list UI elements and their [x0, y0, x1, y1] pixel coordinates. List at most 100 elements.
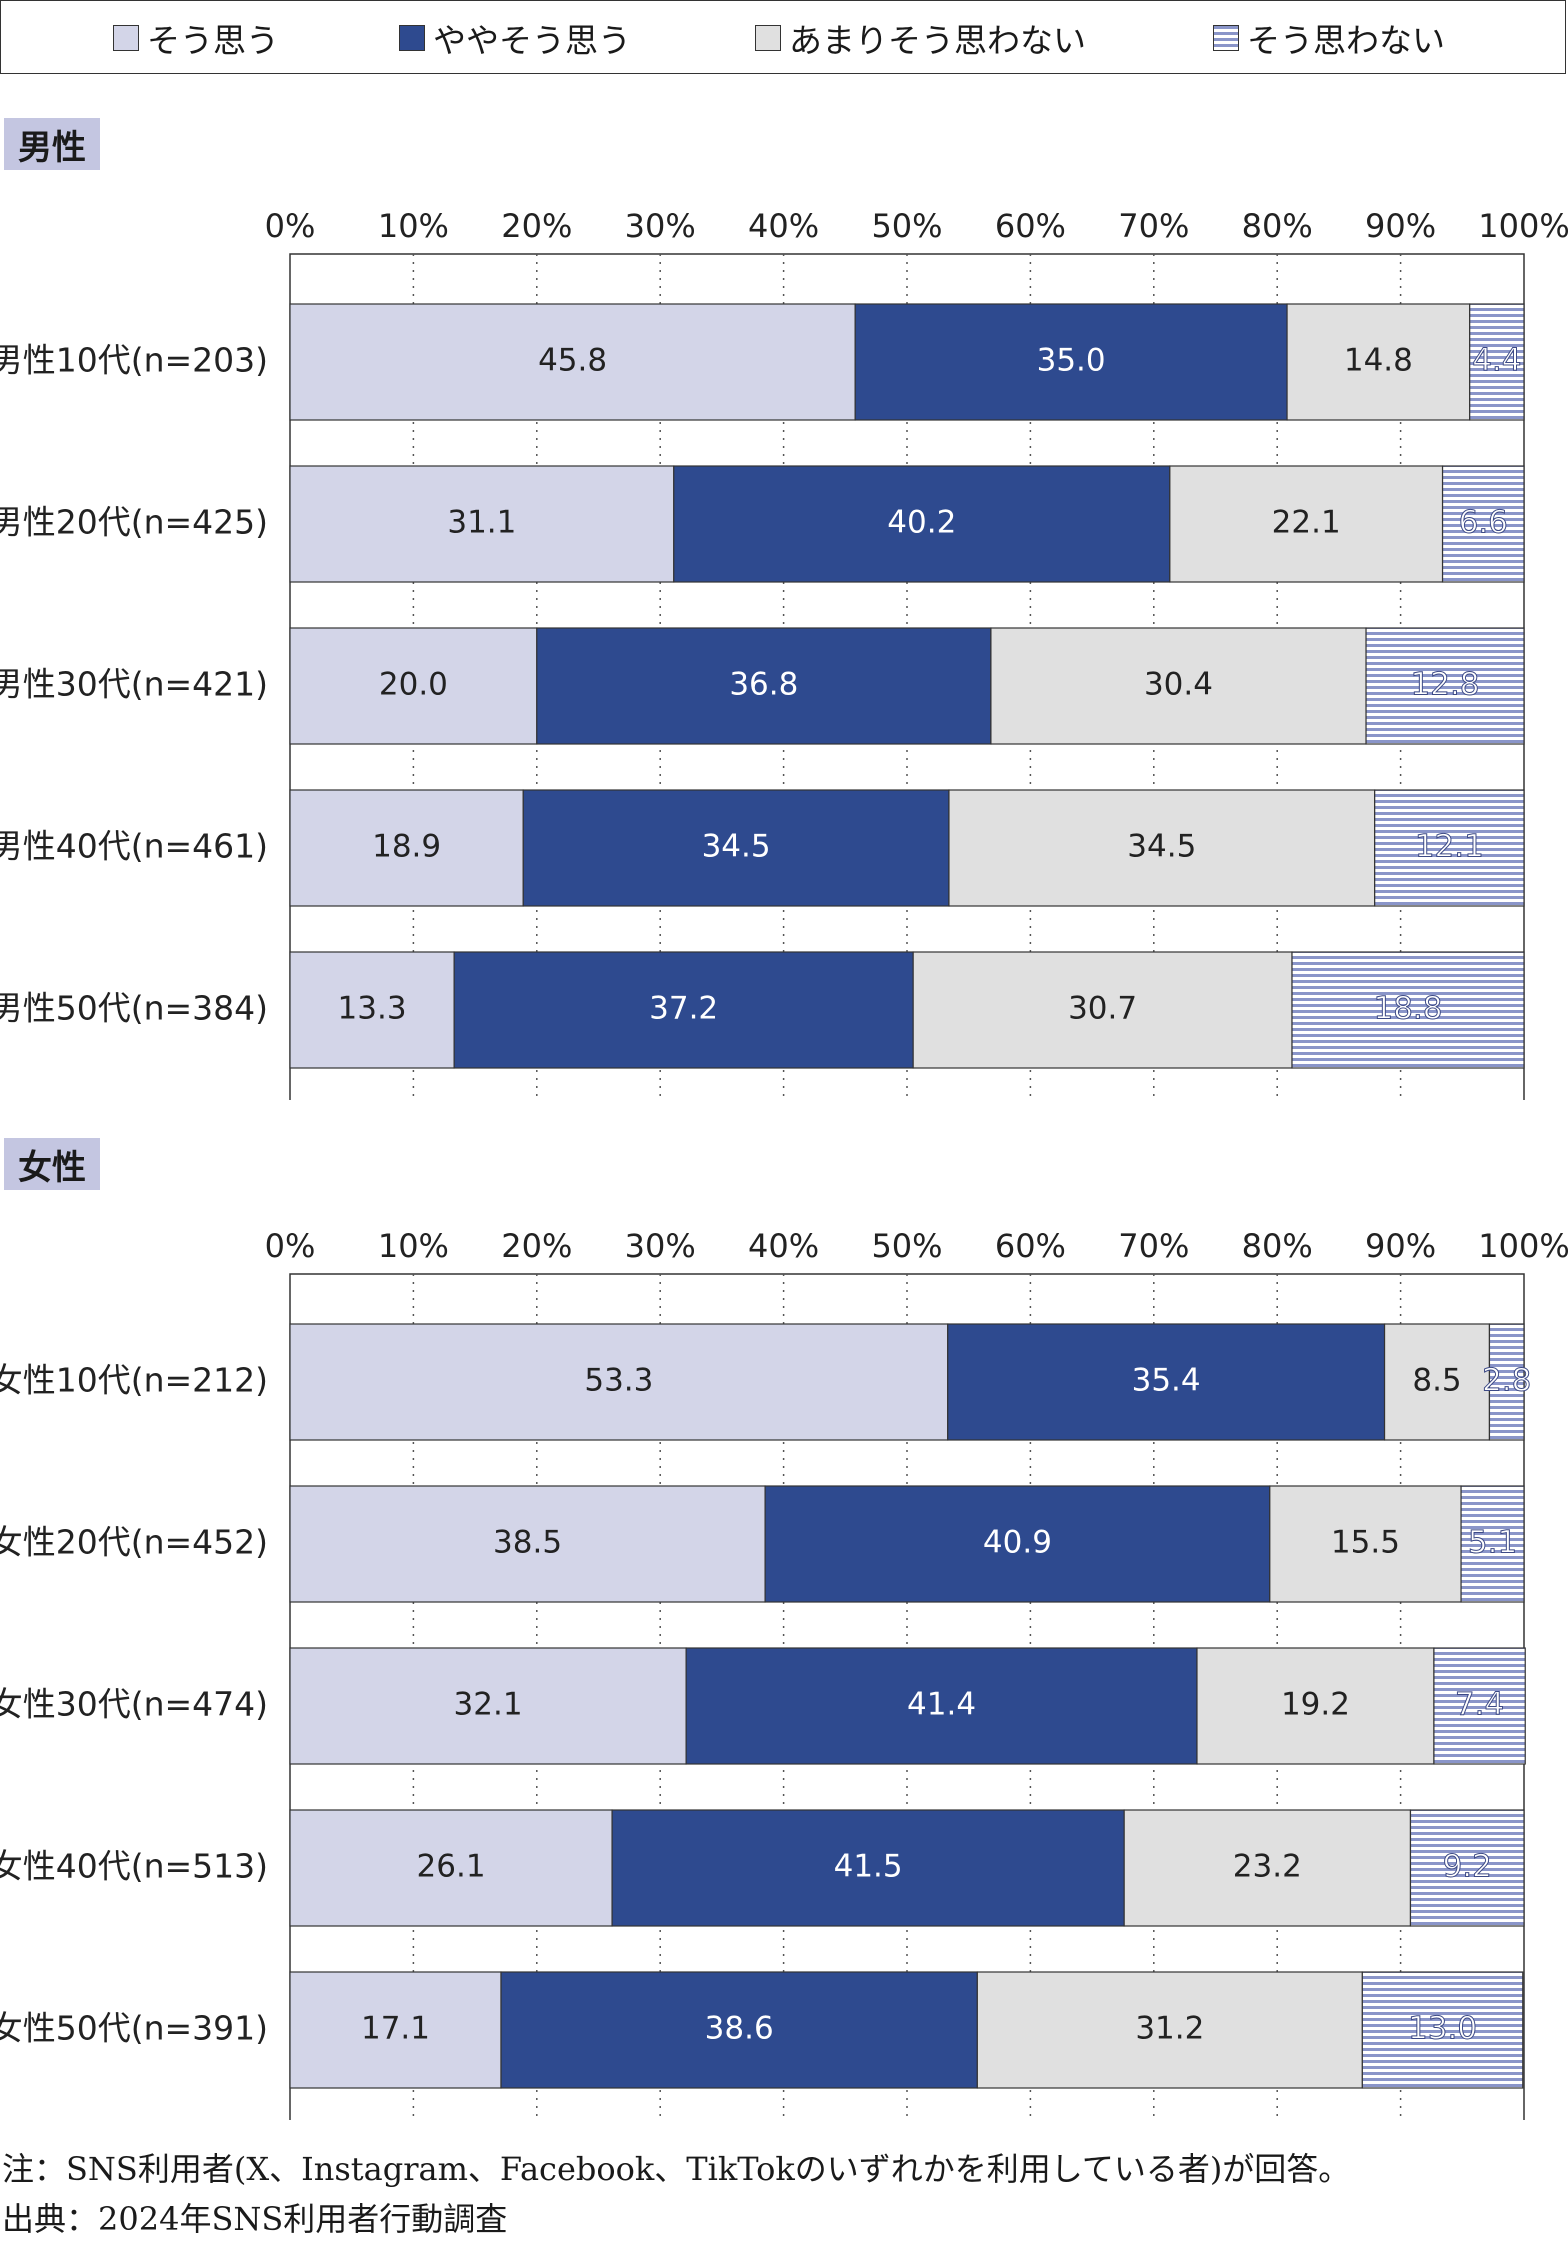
data-label: 9.2: [1443, 1849, 1492, 1885]
data-label: 6.6: [1459, 505, 1508, 541]
swatch-disagree: [1213, 25, 1239, 51]
bar-strongly-agree: [289, 627, 538, 745]
swatch-somewhat-agree: [399, 25, 425, 51]
swatch-strongly-agree: [113, 25, 139, 51]
data-label: 18.9: [372, 829, 441, 865]
x-tick-label: 10%: [378, 1227, 449, 1265]
x-tick-label: 80%: [1242, 1227, 1313, 1265]
legend-item-strongly-agree: そう思う: [113, 1, 279, 75]
data-label: 19.2: [1281, 1687, 1350, 1723]
data-label: 2.8: [1482, 1363, 1531, 1399]
bar-somewhat-disagree: [1196, 1647, 1435, 1765]
bar-somewhat-agree: [947, 1323, 1386, 1441]
footnote-note: 注：SNS利用者(X、Instagram、Facebook、TikTokのいずれ…: [2, 2150, 1351, 2188]
bar-somewhat-disagree: [1169, 465, 1444, 583]
bar-somewhat-agree: [764, 1485, 1271, 1603]
legend-label: そう思う: [147, 21, 279, 60]
data-label: 7.4: [1455, 1687, 1504, 1723]
x-tick-label: 0%: [265, 1227, 316, 1265]
data-label: 5.1: [1468, 1525, 1517, 1561]
x-tick-label: 70%: [1118, 1227, 1189, 1265]
x-tick-label: 30%: [625, 207, 696, 245]
category-label: 女性20代(n=452): [0, 1523, 268, 1562]
bar-somewhat-agree: [536, 627, 992, 745]
bar-disagree: [1409, 1809, 1525, 1927]
bar-disagree: [1361, 1971, 1524, 2089]
category-label: 男性20代(n=425): [0, 503, 268, 542]
category-label: 女性10代(n=212): [0, 1361, 268, 1400]
data-label: 38.6: [705, 2011, 774, 2047]
bar-somewhat-agree: [500, 1971, 978, 2089]
data-label: 17.1: [361, 2011, 430, 2047]
data-label: 13.0: [1408, 2011, 1477, 2047]
bar-disagree: [1469, 303, 1525, 421]
bar-somewhat-agree: [522, 789, 950, 907]
data-label: 22.1: [1272, 505, 1341, 541]
category-label: 女性40代(n=513): [0, 1847, 268, 1886]
bar-strongly-agree: [289, 1647, 687, 1765]
legend-item-disagree: そう思わない: [1213, 1, 1445, 75]
bar-strongly-agree: [289, 465, 675, 583]
bar-disagree: [1433, 1647, 1526, 1765]
data-label: 34.5: [1127, 829, 1196, 865]
data-label: 36.8: [729, 667, 798, 703]
data-label: 37.2: [649, 991, 718, 1027]
data-label: 41.5: [834, 1849, 903, 1885]
data-label: 12.8: [1411, 667, 1480, 703]
x-tick-label: 70%: [1118, 207, 1189, 245]
data-label: 30.4: [1144, 667, 1213, 703]
category-label: 男性40代(n=461): [0, 827, 268, 866]
x-tick-label: 20%: [501, 1227, 572, 1265]
x-tick-label: 90%: [1365, 207, 1436, 245]
section-label-male: 男性: [4, 118, 100, 170]
bar-somewhat-disagree: [1269, 1485, 1462, 1603]
x-tick-label: 40%: [748, 207, 819, 245]
bar-disagree: [1374, 789, 1525, 907]
category-label: 女性50代(n=391): [0, 2009, 268, 2048]
x-tick-label: 60%: [995, 1227, 1066, 1265]
bar-strongly-agree: [289, 1323, 949, 1441]
data-label: 4.4: [1472, 343, 1521, 379]
x-tick-label: 30%: [625, 1227, 696, 1265]
data-label: 15.5: [1331, 1525, 1400, 1561]
category-label: 男性10代(n=203): [0, 341, 268, 380]
bar-strongly-agree: [289, 1971, 502, 2089]
chart-male: 0% 10% 20% 30% 40% 50% 60% 70% 80% 90% 100% 男性10代(n…: [0, 207, 1568, 1100]
data-label: 38.5: [493, 1525, 562, 1561]
data-label: 53.3: [584, 1363, 653, 1399]
data-label: 26.1: [417, 1849, 486, 1885]
data-label: 8.5: [1412, 1363, 1461, 1399]
x-tick-label: 20%: [501, 207, 572, 245]
bar-somewhat-agree: [611, 1809, 1125, 1927]
bar-somewhat-agree: [854, 303, 1288, 421]
category-label: 男性50代(n=384): [0, 989, 268, 1028]
x-tick-label: 100%: [1478, 1227, 1568, 1265]
data-label: 45.8: [538, 343, 607, 379]
x-tick-label: 60%: [995, 207, 1066, 245]
legend-label: ややそう思う: [433, 21, 631, 60]
bar-strongly-agree: [289, 789, 524, 907]
bar-strongly-agree: [289, 1485, 766, 1603]
bar-disagree: [1488, 1323, 1525, 1441]
bar-somewhat-disagree: [1123, 1809, 1412, 1927]
section-label-female: 女性: [4, 1138, 100, 1190]
data-label: 34.5: [702, 829, 771, 865]
bar-somewhat-agree: [453, 951, 914, 1069]
data-label: 41.4: [907, 1687, 976, 1723]
category-label: 男性30代(n=421): [0, 665, 268, 704]
data-label: 32.1: [454, 1687, 523, 1723]
data-label: 31.2: [1135, 2011, 1204, 2047]
bar-strongly-agree: [289, 1809, 613, 1927]
bar-somewhat-disagree: [976, 1971, 1363, 2089]
bar-somewhat-disagree: [912, 951, 1293, 1069]
data-label: 40.9: [983, 1525, 1052, 1561]
x-tick-label: 50%: [871, 207, 942, 245]
bar-somewhat-disagree: [990, 627, 1367, 745]
bar-disagree: [1365, 627, 1525, 745]
bar-somewhat-agree: [685, 1647, 1198, 1765]
x-tick-label: 50%: [871, 1227, 942, 1265]
bar-strongly-agree: [289, 303, 856, 421]
legend-label: そう思わない: [1247, 21, 1445, 60]
chart-female: 0% 10% 20% 30% 40% 50% 60% 70% 80% 90% 100% 女性10代(n…: [0, 1227, 1568, 2120]
x-tick-label: 0%: [265, 207, 316, 245]
